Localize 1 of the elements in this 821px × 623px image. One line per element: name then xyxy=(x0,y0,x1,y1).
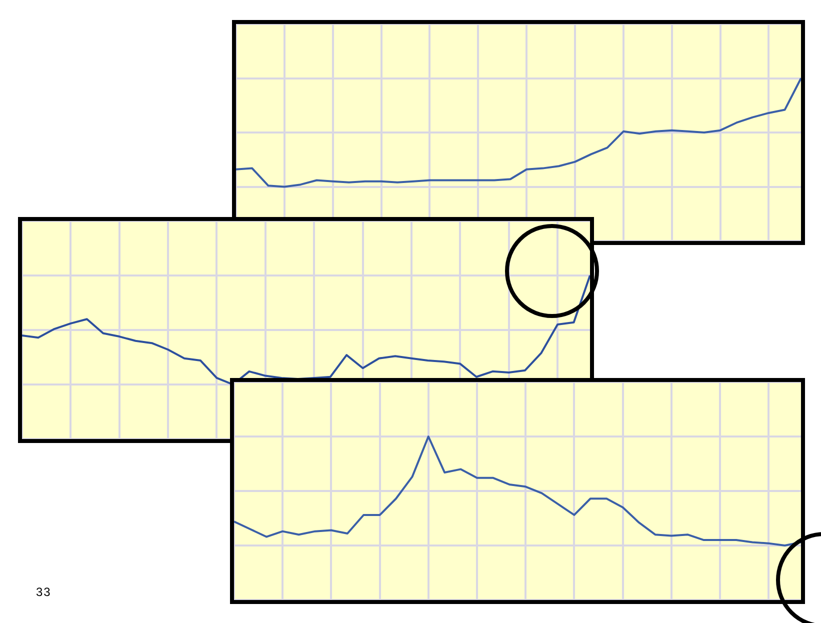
text: 33 xyxy=(36,585,52,599)
